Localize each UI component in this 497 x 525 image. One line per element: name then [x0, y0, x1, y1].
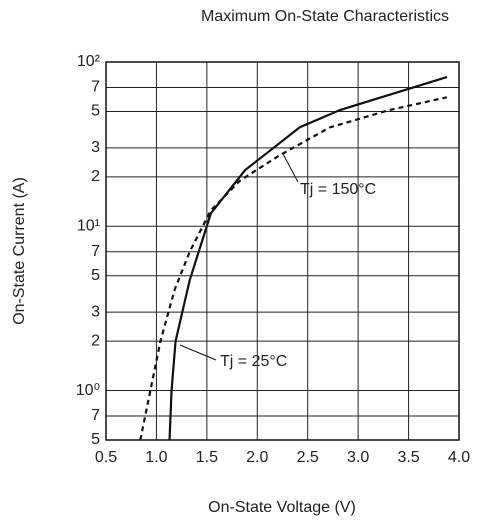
y-tick-label: 10²: [77, 53, 101, 70]
leader-line: [282, 153, 299, 183]
y-tick-label: 2: [91, 168, 100, 185]
y-tick-label: 10¹: [77, 217, 100, 234]
y-tick-label: 5: [91, 103, 100, 120]
y-tick-label: 7: [91, 243, 100, 260]
series-line: [139, 96, 448, 441]
y-tick-label: 3: [91, 303, 100, 320]
annotation: Tj = 150°C: [300, 181, 376, 198]
y-tick-label: 7: [91, 407, 100, 424]
y-tick-label: 3: [91, 139, 100, 156]
y-tick-label: 5: [91, 267, 100, 284]
annotation: Tj = 25°C: [220, 353, 287, 370]
y-tick-label: 7: [91, 79, 100, 96]
leader-line: [179, 344, 217, 361]
y-tick-label: 5: [91, 431, 100, 448]
y-tick-label: 2: [91, 332, 100, 349]
x-tick-label: 4.0: [448, 449, 470, 466]
y-axis-label: On-State Current (A): [11, 177, 28, 325]
y-tick-label: 10⁰: [76, 382, 100, 399]
x-tick-label: 2.5: [297, 449, 319, 466]
series-line: [168, 75, 448, 441]
x-tick-label: 1.5: [196, 449, 218, 466]
x-tick-label: 3.0: [347, 449, 369, 466]
plot-frame: [105, 61, 460, 441]
x-tick-label: 0.5: [95, 449, 117, 466]
x-tick-label: 3.5: [397, 449, 419, 466]
x-axis-label: On-State Voltage (V): [208, 499, 356, 516]
x-tick-label: 2.0: [246, 449, 268, 466]
chart-title: Maximum On-State Characteristics: [201, 8, 449, 25]
x-tick-label: 1.0: [145, 449, 167, 466]
